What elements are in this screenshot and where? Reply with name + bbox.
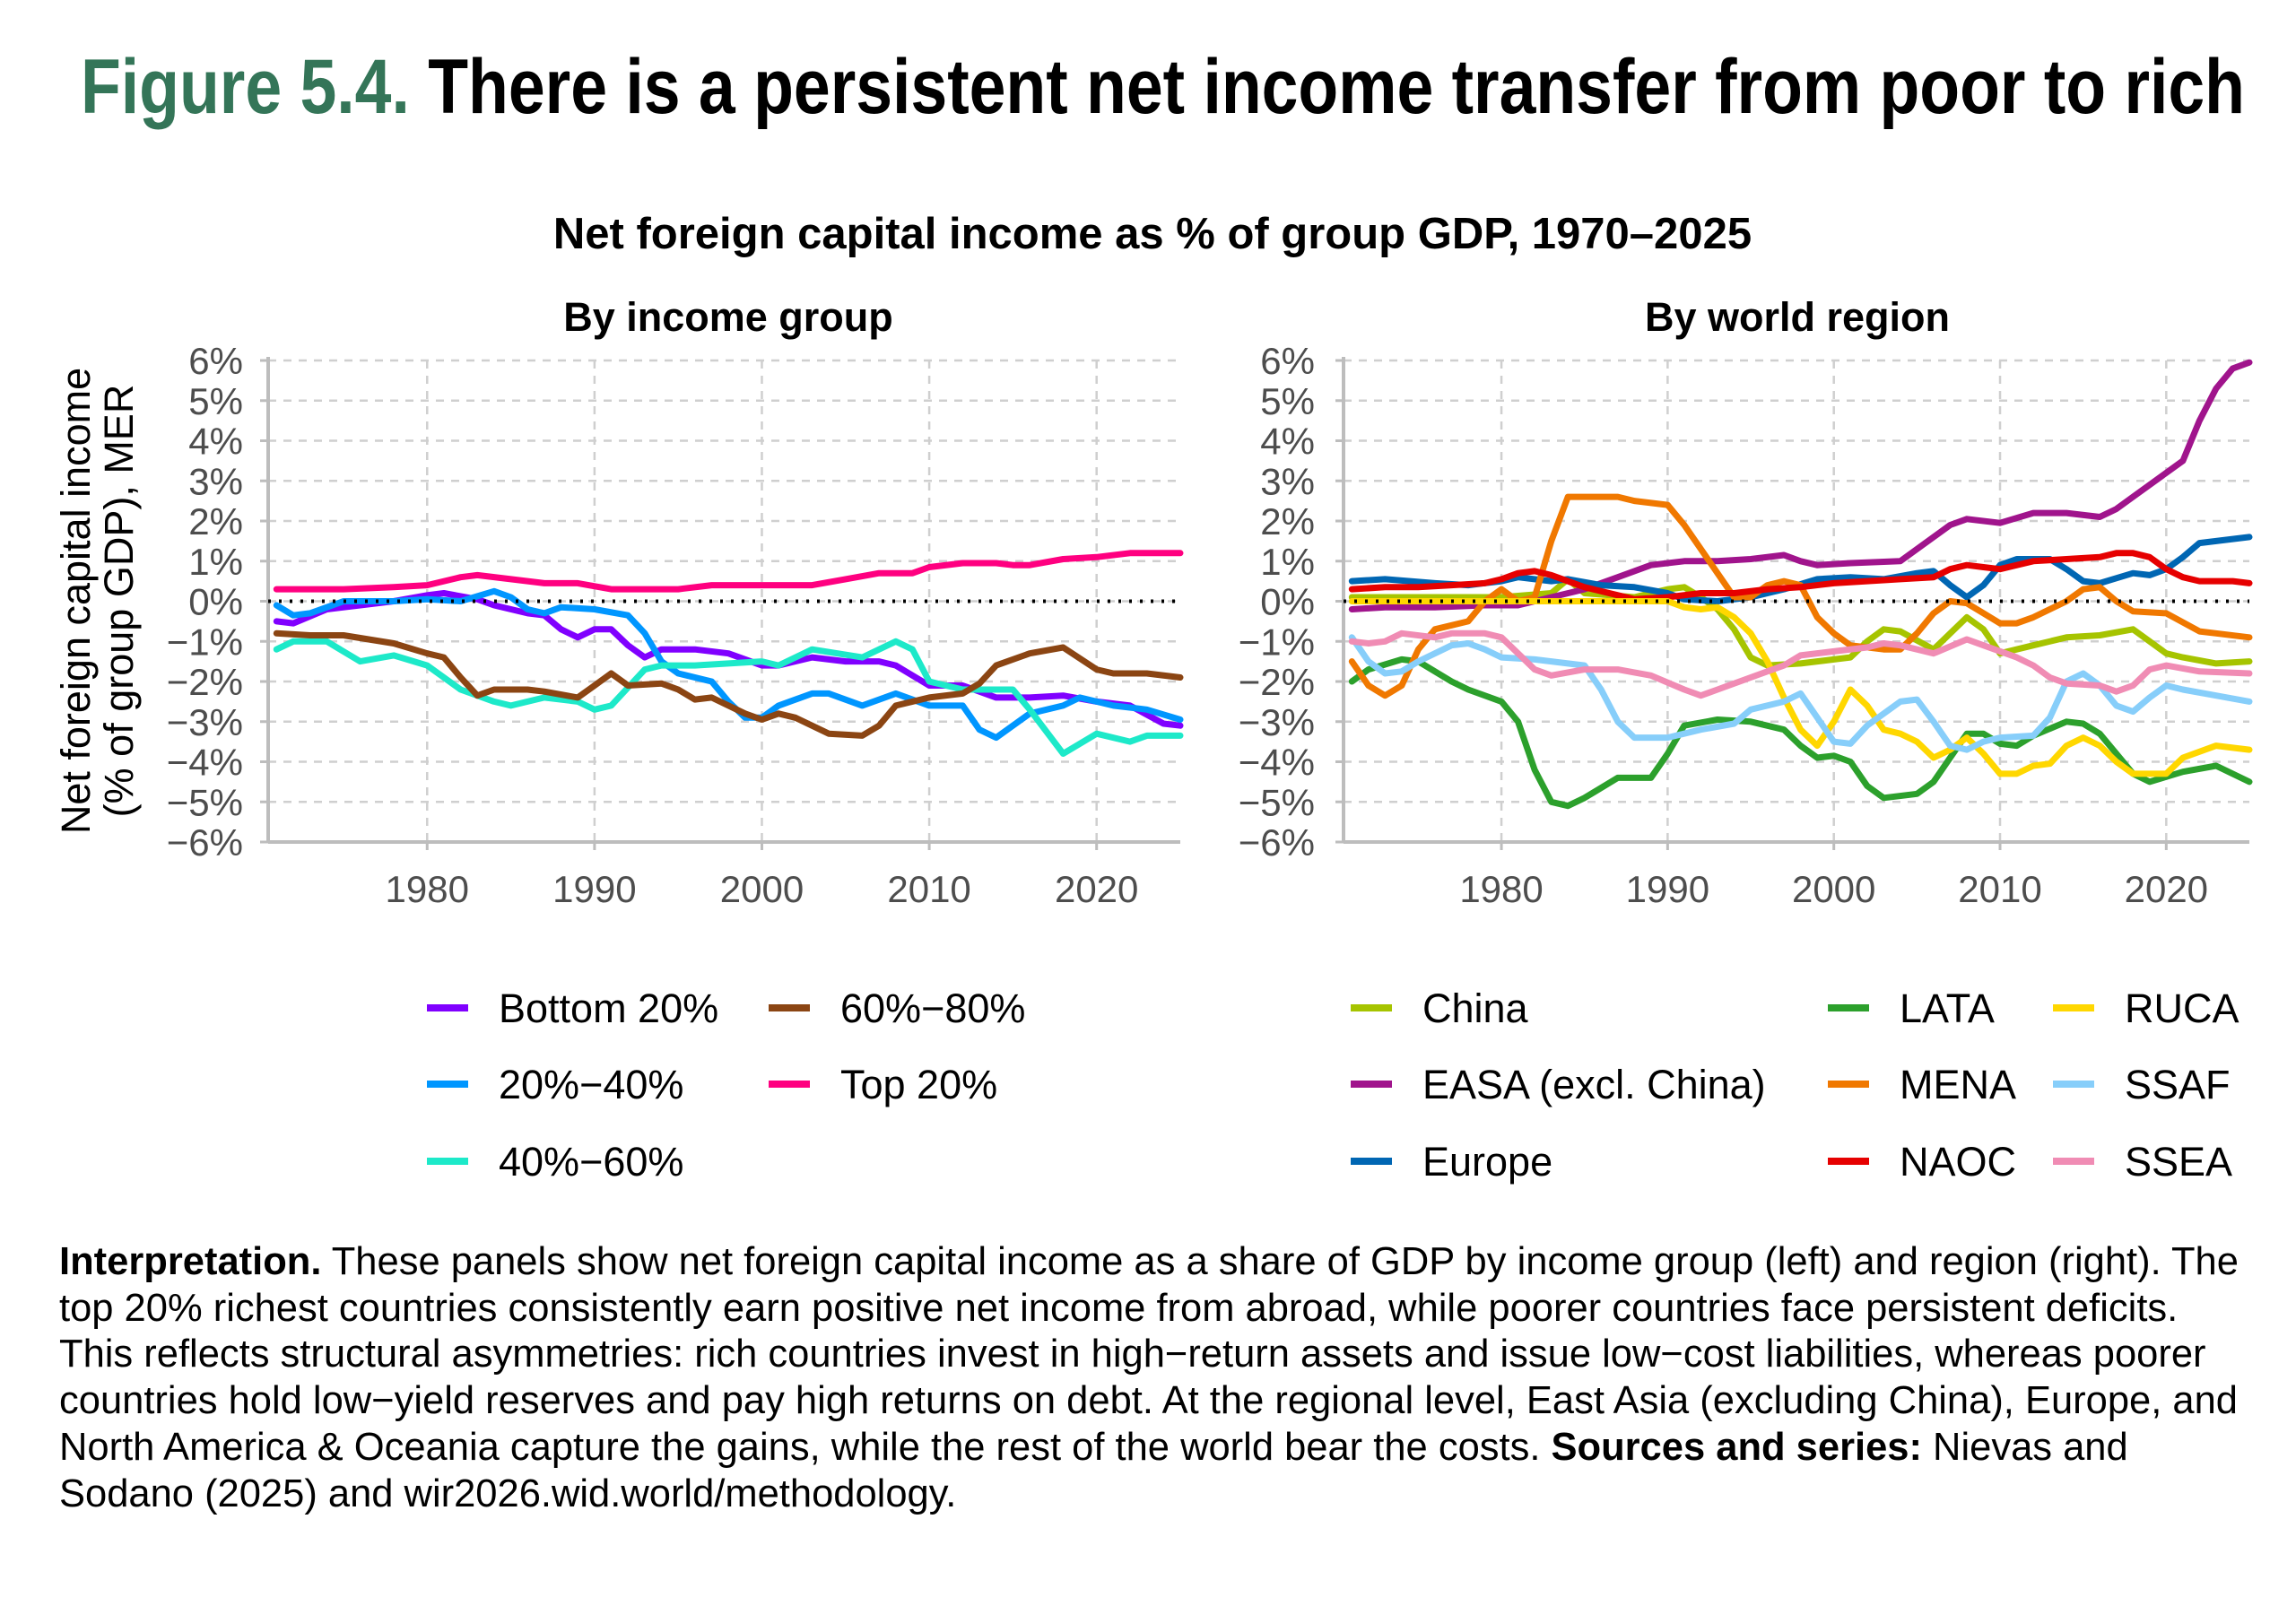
series-line-60-80- [273, 629, 1184, 739]
y-tick-label: −6% [1239, 821, 1315, 864]
x-tick-label: 2000 [720, 868, 804, 910]
x-tick-label: 2020 [2125, 868, 2208, 910]
y-tick-label: −1% [167, 621, 243, 663]
x-tick-label: 2010 [887, 868, 970, 910]
series-line-lata [1348, 655, 2253, 810]
y-tick-label: 4% [188, 421, 243, 463]
y-tick-label: −2% [167, 661, 243, 703]
legend-label: Europe [1422, 1139, 1552, 1185]
series-line-naoc [1348, 550, 2253, 603]
series-line-20-40- [273, 587, 1184, 742]
y-tick-label: 1% [1260, 541, 1315, 583]
y-tick-label: −4% [167, 742, 243, 784]
series-line-ssea [1348, 629, 2253, 699]
series-line-40-60- [273, 638, 1184, 757]
y-tick-label: 4% [1260, 421, 1315, 463]
x-tick-label: 1990 [1626, 868, 1709, 910]
interpretation-note: Interpretation. These panels show net fo… [59, 1239, 2257, 1553]
chart-title: Net foreign capital income as % of group… [553, 210, 1752, 258]
legend-label: EASA (excl. China) [1422, 1062, 1766, 1107]
series-line-ruca [1348, 598, 2253, 777]
figure-title-text: There is a persistent net income transfe… [410, 44, 2245, 130]
y-axis-label-line: (% of group GDP), MER [96, 385, 142, 818]
figure-title: Figure 5.4. There is a persistent net in… [81, 44, 2245, 130]
series-line-mena [1348, 493, 2253, 699]
legend-label: MENA [1900, 1062, 2016, 1107]
y-tick-label: 6% [188, 340, 243, 382]
y-axis-label: Net foreign capital income(% of group GD… [53, 368, 142, 834]
y-tick-label: −5% [1239, 781, 1315, 823]
y-tick-label: 0% [1260, 581, 1315, 623]
series-line-bottom-20- [273, 590, 1184, 729]
y-tick-label: −3% [1239, 701, 1315, 743]
interpretation-label: Interpretation. [59, 1240, 322, 1283]
panel-income-group: By income group 6%5%4%3%2%1%0%−1%−2%−3%−4… [167, 294, 1184, 1185]
x-tick-label: 1980 [386, 868, 469, 910]
legend: China LATA RUCA EASA (excl. China) MENA SSAF E… [1351, 985, 2239, 1185]
y-tick-label: 3% [188, 460, 243, 502]
sources-label: Sources and series: [1551, 1425, 1922, 1469]
panel-world-region: By world region 6%5%4%3%2%1%0%−1%−2%−3%−4… [1239, 294, 2253, 1185]
panel-title: By world region [1645, 294, 1950, 340]
legend: Bottom 20% 60%−80% 20%−40% Top 20% 40%−60% [427, 985, 1025, 1185]
figure-number: Figure 5.4. [81, 44, 410, 130]
legend-label: SSEA [2125, 1139, 2232, 1185]
x-tick-label: 2020 [1055, 868, 1138, 910]
y-tick-label: −2% [1239, 661, 1315, 703]
y-tick-label: −5% [167, 781, 243, 823]
y-tick-label: 0% [188, 581, 243, 623]
legend-label: 40%−60% [499, 1139, 683, 1185]
y-tick-label: 6% [1260, 340, 1315, 382]
y-tick-label: 3% [1260, 460, 1315, 502]
legend-label: RUCA [2125, 985, 2239, 1031]
y-tick-label: 1% [188, 541, 243, 583]
legend-label: NAOC [1900, 1139, 2016, 1185]
x-tick-label: 2010 [1958, 868, 2041, 910]
legend-label: 20%−40% [499, 1062, 683, 1107]
x-tick-label: 2000 [1792, 868, 1875, 910]
legend-label: SSAF [2125, 1062, 2231, 1107]
series-line-easa-excl-china- [1348, 359, 2253, 612]
y-axis-label-line: Net foreign capital income [53, 368, 99, 834]
interpretation-text: These panels show net foreign capital in… [59, 1240, 2239, 1469]
legend-label: 60%−80% [840, 985, 1025, 1031]
legend-label: Top 20% [840, 1062, 997, 1107]
y-tick-label: 5% [1260, 380, 1315, 422]
legend-label: China [1422, 985, 1529, 1031]
y-tick-label: −1% [1239, 621, 1315, 663]
y-tick-label: 2% [188, 500, 243, 543]
legend-label: Bottom 20% [499, 985, 718, 1031]
y-tick-label: −3% [167, 701, 243, 743]
y-tick-label: −4% [1239, 742, 1315, 784]
y-tick-label: −6% [167, 821, 243, 864]
x-tick-label: 1980 [1459, 868, 1543, 910]
legend-label: LATA [1900, 985, 1995, 1031]
y-tick-label: 5% [188, 380, 243, 422]
sources-text: Nievas and Sodano (2025) and wir2026.wid… [59, 1425, 2128, 1515]
x-tick-label: 1990 [552, 868, 636, 910]
panel-title: By income group [563, 294, 893, 340]
series-line-top-20- [273, 550, 1184, 593]
y-tick-label: 2% [1260, 500, 1315, 543]
